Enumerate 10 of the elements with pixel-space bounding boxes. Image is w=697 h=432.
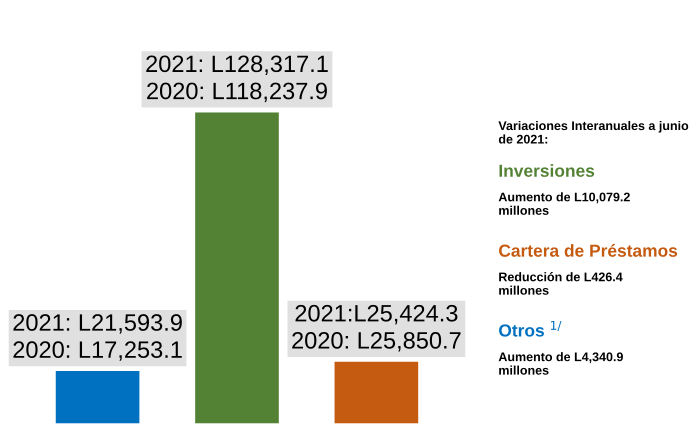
text: Inversiones (500, 164, 594, 177)
text: Reducción de L426.4 millones (499, 272, 623, 295)
text: Aumento de L10,079.2 millones (498, 192, 630, 215)
text: Aumento de L4,340.9 millones (498, 352, 623, 375)
text: Variaciones Interanuales a junio de 2021: (498, 120, 688, 144)
text: Cartera de Préstamos (499, 244, 678, 257)
data-label: 2021: L128,317.1 2020: L118,237.9 (146, 55, 328, 102)
data-label: 2021:L25,424.3 2020: L25,850.7 (292, 304, 461, 352)
data-label: 2021: L21,593.9 2020: L17,253.1 (13, 314, 182, 361)
text: Otros $^{1/}$ (499, 320, 562, 337)
